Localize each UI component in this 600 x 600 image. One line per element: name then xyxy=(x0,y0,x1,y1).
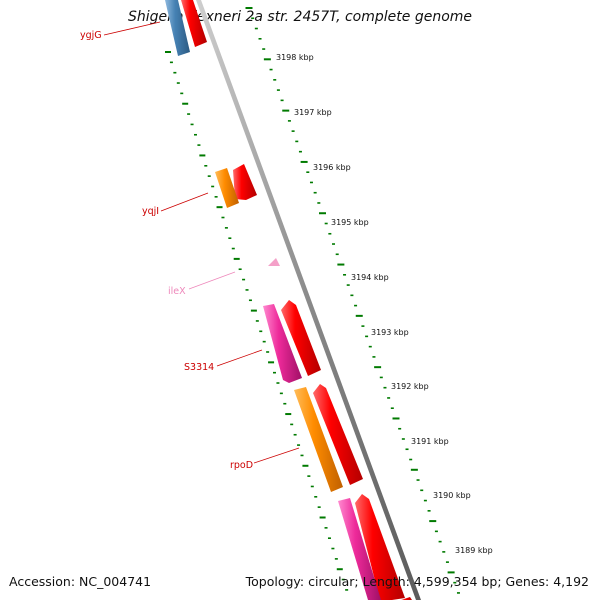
gene-arrow[interactable] xyxy=(281,300,321,376)
gene-label-ilex[interactable]: ileX xyxy=(168,286,186,297)
forward-strand-genes xyxy=(181,0,412,600)
kbp-label: 3195 kbp xyxy=(331,218,369,227)
gene-arrow[interactable] xyxy=(294,387,343,492)
kbp-labels: 3198 kbp 3197 kbp 3196 kbp 3195 kbp 3194… xyxy=(276,53,493,555)
kbp-label: 3196 kbp xyxy=(313,163,351,172)
accession-text: Accession: NC_004741 xyxy=(9,574,152,589)
map-title: Shigella flexneri 2a str. 2457T, complet… xyxy=(127,9,473,25)
outer-tick-ruler xyxy=(245,7,460,594)
gene-arrow[interactable] xyxy=(338,498,381,600)
gene-arrow[interactable] xyxy=(165,0,190,56)
gene-arrow[interactable] xyxy=(181,0,207,47)
kbp-label: 3189 kbp xyxy=(455,546,493,555)
kbp-label: 3193 kbp xyxy=(371,328,409,337)
gene-labels: ygjG yqjI ileX S3314 rpoD xyxy=(80,21,300,471)
gene-arrow[interactable] xyxy=(355,494,405,600)
kbp-label: 3192 kbp xyxy=(391,382,429,391)
kbp-label: 3197 kbp xyxy=(294,108,332,117)
genome-backbone xyxy=(196,0,421,600)
reverse-strand-genes xyxy=(165,0,381,600)
gene-arrow[interactable] xyxy=(263,304,302,383)
kbp-label: 3198 kbp xyxy=(276,53,314,62)
gene-label-ygjg[interactable]: ygjG xyxy=(80,30,102,41)
genome-summary-text: Topology: circular; Length: 4,599,354 bp… xyxy=(245,574,589,589)
inner-tick-ruler xyxy=(165,51,349,591)
gene-arrow[interactable] xyxy=(215,168,239,208)
kbp-label: 3194 kbp xyxy=(351,273,389,282)
gene-arrow[interactable] xyxy=(401,597,412,600)
gene-label-rpod[interactable]: rpoD xyxy=(230,460,253,471)
gene-arrow[interactable] xyxy=(233,164,257,200)
gene-arrow[interactable] xyxy=(313,384,363,485)
kbp-label: 3191 kbp xyxy=(411,437,449,446)
trna-ilex[interactable] xyxy=(268,258,280,266)
kbp-label: 3190 kbp xyxy=(433,491,471,500)
gene-label-yqji[interactable]: yqjI xyxy=(142,206,159,217)
gene-label-s3314[interactable]: S3314 xyxy=(184,362,214,373)
